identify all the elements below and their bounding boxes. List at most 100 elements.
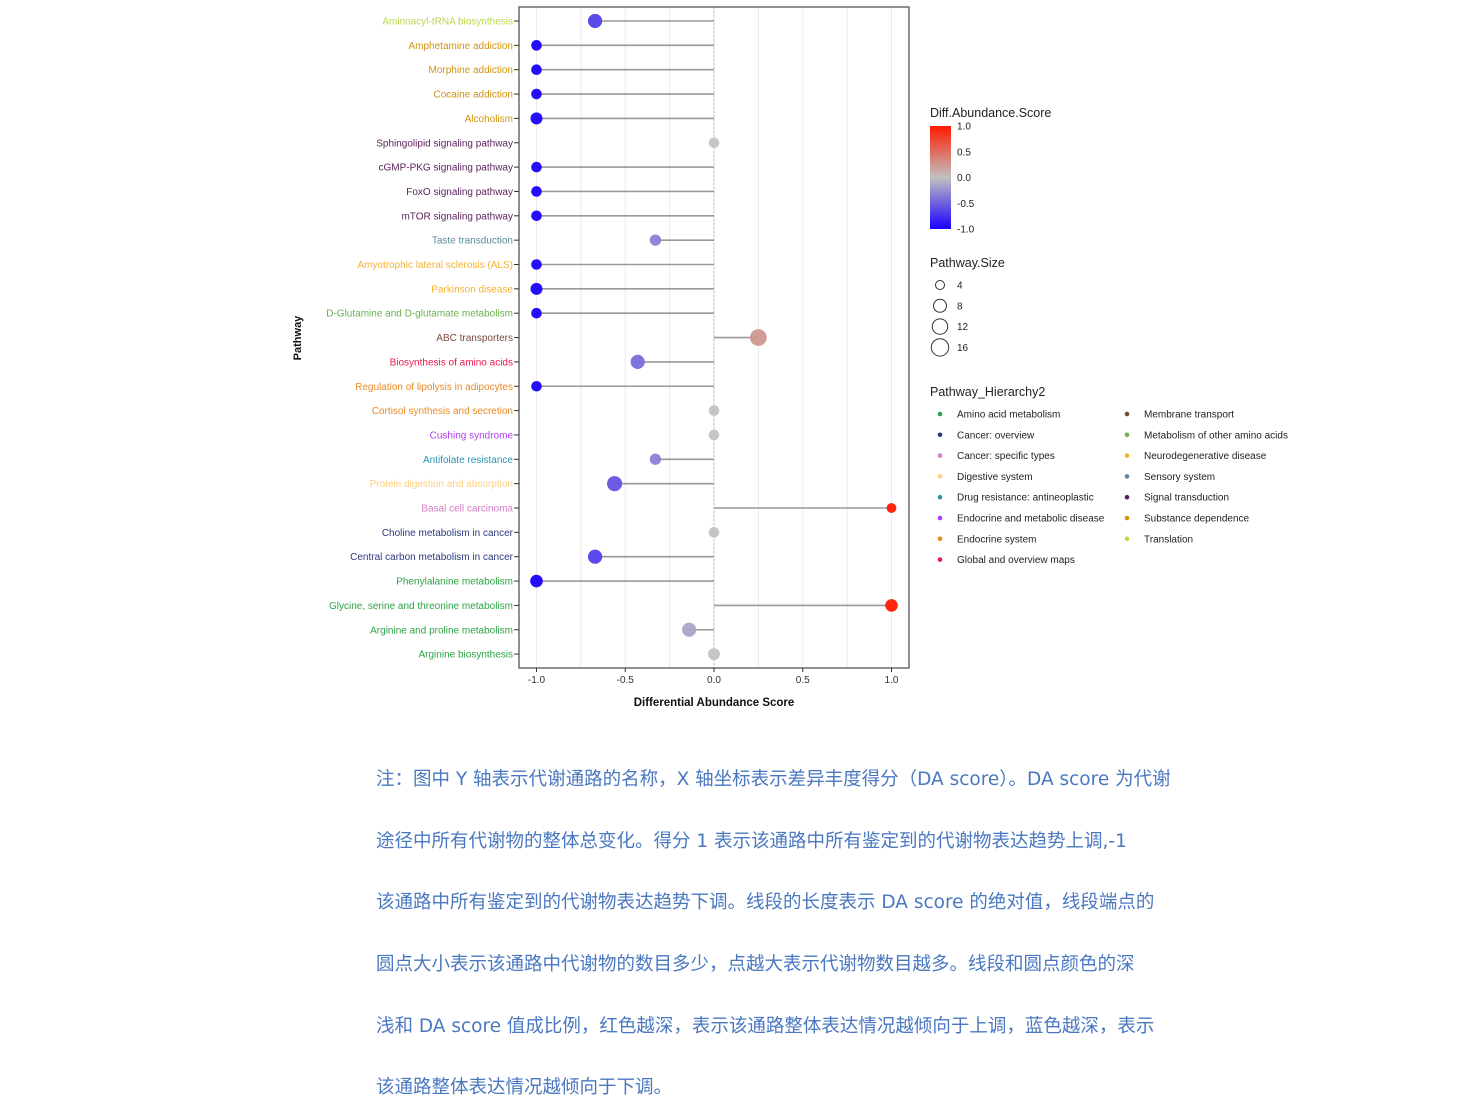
hierarchy-legend-label: Cancer: overview [957, 430, 1035, 441]
pathway-label: Cocaine addiction [434, 90, 514, 101]
pathway-label: Morphine addiction [429, 65, 514, 76]
hierarchy-legend-dot [1124, 515, 1130, 521]
pathway-label: Sphingolipid signaling pathway [376, 138, 513, 149]
lollipop-point [530, 112, 543, 125]
size-legend-title: Pathway.Size [930, 256, 1005, 270]
pathway-label: Taste transduction [432, 236, 513, 247]
pathway-label: Cortisol synthesis and secretion [372, 406, 513, 417]
hierarchy-legend-label: Cancer: specific types [957, 451, 1055, 462]
color-legend-label: 0.5 [957, 147, 971, 158]
hierarchy-legend-dot [937, 411, 943, 417]
hierarchy-legend-dot [1124, 536, 1130, 542]
size-legend-label: 4 [957, 281, 963, 292]
color-legend-label: -1.0 [957, 225, 975, 236]
hierarchy-legend-dot [1124, 474, 1130, 479]
hierarchy-legend-label: Sensory system [1144, 472, 1215, 483]
pathway-label: D-Glutamine and D-glutamate metabolism [326, 309, 513, 320]
hierarchy-legend-label: Endocrine system [957, 534, 1036, 545]
pathway-label: ABC transporters [436, 333, 513, 344]
pathway-label: Central carbon metabolism in cancer [350, 552, 514, 563]
lollipop-point [886, 503, 897, 513]
hierarchy-legend-label: Substance dependence [1144, 514, 1250, 525]
y-axis-title: Pathway [292, 315, 304, 361]
color-legend-label: 1.0 [957, 122, 971, 133]
hierarchy-legend-label: Membrane transport [1144, 410, 1234, 421]
lollipop-point [531, 40, 542, 51]
lollipop-point [531, 186, 542, 197]
hierarchy-legend-label: Drug resistance: antineoplastic [957, 493, 1094, 504]
pathway-label: Aminoacyl-tRNA biosynthesis [382, 17, 513, 28]
pathway-label: Alcoholism [465, 114, 513, 125]
lollipop-point [749, 329, 767, 346]
lollipop-point [630, 354, 645, 370]
lollipop-point [682, 622, 697, 637]
lollipop-point [649, 453, 662, 465]
size-legend-label: 8 [957, 301, 963, 312]
size-legend-circle [935, 280, 945, 290]
lollipop-chart: Aminoacyl-tRNA biosynthesis Amphetamine a… [292, 6, 1288, 709]
color-legend-label: -0.5 [957, 199, 975, 210]
hierarchy-legend-title: Pathway_Hierarchy2 [930, 385, 1045, 399]
hierarchy-legend-label: Endocrine and metabolic disease [957, 514, 1105, 525]
hierarchy-legend-dot [1124, 411, 1130, 417]
lollipop-point [708, 405, 720, 416]
note-line: 注：图中 Y 轴表示代谢通路的名称，X 轴坐标表示差异丰度得分（DA score… [376, 769, 1171, 790]
note-line: 浅和 DA score 值成比例，红色越深，表示该通路整体表达情况越倾向于上调，… [376, 1015, 1155, 1037]
hierarchy-legend-dot [1124, 453, 1130, 458]
lollipop-point [607, 476, 623, 492]
x-tick-label: 0.5 [796, 675, 810, 686]
lollipop-point [708, 137, 720, 149]
color-bar [930, 126, 951, 229]
lollipop-point [587, 549, 603, 564]
pathway-label: cGMP-PKG signaling pathway [378, 163, 513, 174]
lollipop-point [530, 282, 543, 295]
pathway-label: FoxO signaling pathway [406, 187, 513, 198]
hierarchy-legend-dot [937, 432, 943, 438]
pathway-label: mTOR signaling pathway [401, 211, 513, 222]
hierarchy-legend-label: Metabolism of other amino acids [1144, 430, 1288, 441]
hierarchy-legend-dot [937, 474, 943, 479]
pathway-label: Parkinson disease [431, 284, 513, 295]
hierarchy-legend-dot [937, 557, 943, 562]
hierarchy-legend-dot [1124, 432, 1130, 438]
hierarchy-legend-dot [937, 536, 943, 542]
pathway-label: Arginine and proline metabolism [370, 625, 513, 636]
x-axis-title: Differential Abundance Score [634, 697, 795, 709]
hierarchy-legend-dot [937, 453, 943, 458]
color-legend-title: Diff.Abundance.Score [930, 106, 1051, 120]
lollipop-point [708, 429, 720, 441]
lollipop-point [531, 210, 542, 222]
hierarchy-legend-dot [937, 515, 943, 521]
pathway-label: Glycine, serine and threonine metabolism [329, 601, 513, 612]
note-line: 圆点大小表示该通路中代谢物的数目多少，点越大表示代谢物数目越多。线段和圆点颜色的… [376, 954, 1135, 976]
pathway-label: Regulation of lipolysis in adipocytes [355, 382, 513, 393]
lollipop-point [530, 574, 543, 588]
pathway-label: Amyotrophic lateral sclerosis (ALS) [357, 260, 513, 271]
pathway-label: Choline metabolism in cancer [382, 528, 514, 539]
pathway-label: Amphetamine addiction [408, 41, 513, 52]
size-legend-circle [933, 298, 947, 313]
size-legend-label: 16 [957, 343, 969, 354]
note-line: 途径中所有代谢物的整体总变化。得分 1 表示该通路中所有鉴定到的代谢物表达趋势上… [376, 830, 1127, 852]
color-legend-label: 0.0 [957, 173, 971, 184]
note-line: 该通路中所有鉴定到的代谢物表达趋势下调。线段的长度表示 DA score 的绝对… [376, 892, 1155, 914]
hierarchy-legend-label: Global and overview maps [957, 555, 1075, 566]
lollipop-point [531, 380, 542, 392]
pathway-label: Antifolate resistance [423, 455, 513, 466]
hierarchy-legend-label: Digestive system [957, 472, 1033, 483]
x-tick-label: -1.0 [528, 675, 546, 686]
pathway-label: Phenylalanine metabolism [396, 577, 513, 588]
hierarchy-legend-label: Translation [1144, 534, 1193, 545]
pathway-label: Cushing syndrome [430, 430, 514, 441]
pathway-label: Basal cell carcinoma [421, 504, 513, 515]
pathway-label: Biosynthesis of amino acids [390, 357, 513, 368]
pathway-label: Protein digestion and absorption [370, 479, 513, 490]
lollipop-point [531, 88, 542, 100]
hierarchy-legend-label: Neurodegenerative disease [1144, 451, 1267, 462]
hierarchy-legend-label: Signal transduction [1144, 493, 1229, 504]
pathway-label: Arginine biosynthesis [419, 650, 514, 661]
hierarchy-legend-label: Amino acid metabolism [957, 410, 1060, 421]
size-legend-label: 12 [957, 322, 969, 333]
lollipop-point [708, 527, 720, 538]
